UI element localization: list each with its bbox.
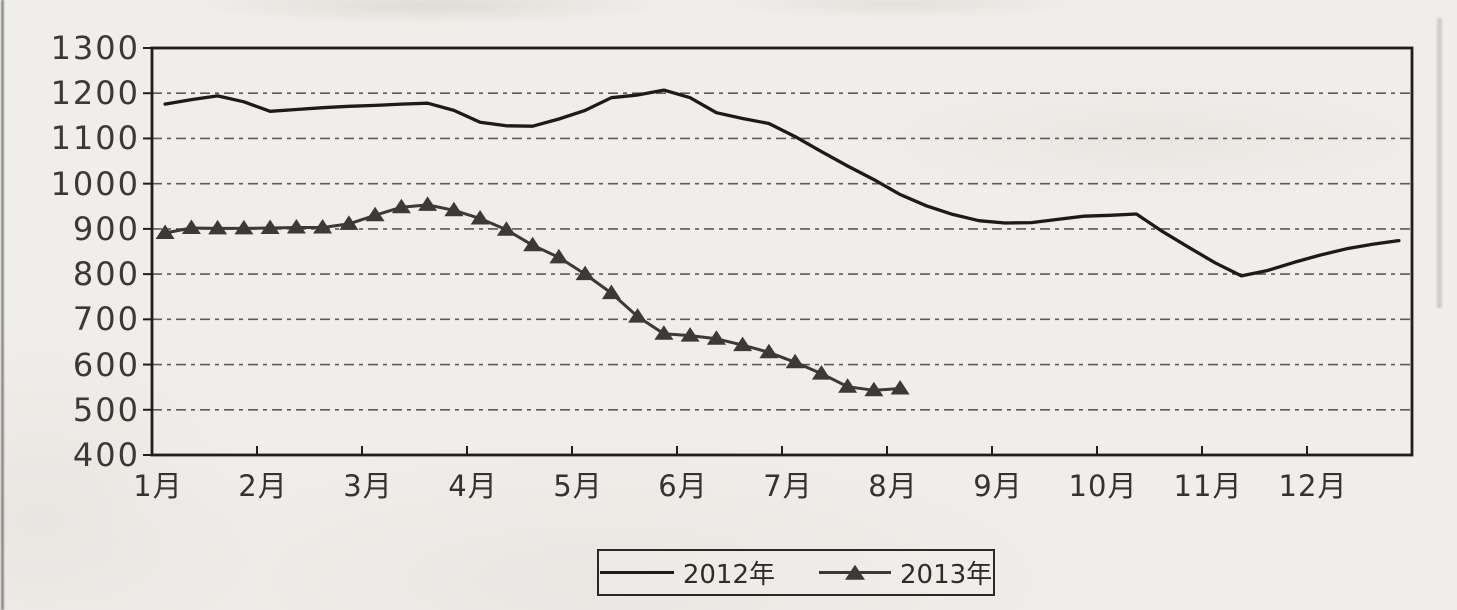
legend-item-2013: 2013年 — [819, 554, 992, 591]
triangle-marker — [628, 308, 648, 323]
triangle-marker — [208, 219, 228, 235]
triangle-marker — [838, 378, 858, 393]
x-tick-label: 3月 — [343, 469, 393, 503]
y-tick-label: 600 — [72, 345, 140, 384]
legend-label-2013: 2013年 — [900, 560, 993, 590]
triangle-marker — [601, 284, 621, 300]
y-tick-label: 900 — [72, 209, 140, 248]
plot-svg — [143, 46, 1414, 457]
y-tick-label: 800 — [72, 255, 140, 294]
triangle-marker — [575, 265, 595, 281]
legend-item-2012: 2012年 — [599, 554, 775, 591]
y-tick-label: 1100 — [50, 119, 140, 158]
series-line-2012 — [163, 88, 1401, 278]
x-tick-label: 1月 — [133, 469, 183, 503]
triangle-marker — [260, 219, 280, 234]
triangle-marker — [444, 201, 464, 217]
x-tick-label: 10月 — [1068, 469, 1138, 503]
x-tick-label: 11月 — [1173, 469, 1243, 503]
triangle-marker — [470, 210, 490, 225]
triangle-marker — [234, 219, 254, 235]
x-tick-label: 5月 — [553, 469, 603, 503]
legend-line-sample-2012 — [599, 571, 674, 574]
scan-edge-artifact-right — [1437, 18, 1442, 308]
triangle-marker — [391, 198, 411, 214]
triangle-marker — [181, 219, 201, 234]
x-tick-label: 2月 — [238, 469, 288, 503]
triangle-marker — [286, 219, 306, 234]
triangle-marker — [313, 219, 333, 234]
triangle-marker — [890, 380, 910, 395]
x-tick-label: 12月 — [1278, 469, 1348, 503]
chart-legend: 2012年 2013年 — [597, 549, 995, 596]
triangle-marker — [680, 327, 700, 342]
triangle-marker — [654, 325, 674, 340]
triangle-marker — [811, 365, 831, 380]
triangle-marker — [365, 206, 385, 222]
legend-label-2012: 2012年 — [682, 560, 775, 590]
x-tick-label: 7月 — [763, 469, 813, 503]
triangle-marker — [523, 236, 543, 252]
legend-line-sample-2013 — [819, 564, 891, 580]
triangle-marker — [785, 353, 805, 369]
legend-triangle-marker-icon — [845, 564, 865, 580]
y-tick-label: 500 — [72, 390, 140, 429]
y-tick-label: 1300 — [50, 29, 140, 67]
y-tick-label: 1200 — [50, 74, 140, 113]
plot-frame — [150, 46, 1414, 457]
plot-area — [143, 46, 1414, 457]
triangle-marker — [733, 336, 753, 352]
x-tick-label: 4月 — [448, 469, 498, 503]
scan-edge-artifact-left — [1, 0, 4, 610]
triangle-marker — [418, 196, 438, 211]
y-tick-label: 400 — [72, 436, 140, 474]
triangle-marker — [549, 248, 569, 264]
x-tick-label: 6月 — [658, 469, 708, 503]
triangle-marker — [706, 330, 726, 345]
y-tick-label: 1000 — [50, 164, 140, 203]
triangle-marker — [339, 215, 359, 230]
triangle-marker — [864, 381, 884, 397]
x-tick-label: 9月 — [973, 469, 1023, 503]
triangle-marker — [155, 224, 175, 239]
triangle-marker — [759, 343, 779, 359]
triangle-marker — [496, 221, 516, 236]
y-tick-label: 700 — [72, 300, 140, 339]
x-tick-label: 8月 — [868, 469, 918, 503]
